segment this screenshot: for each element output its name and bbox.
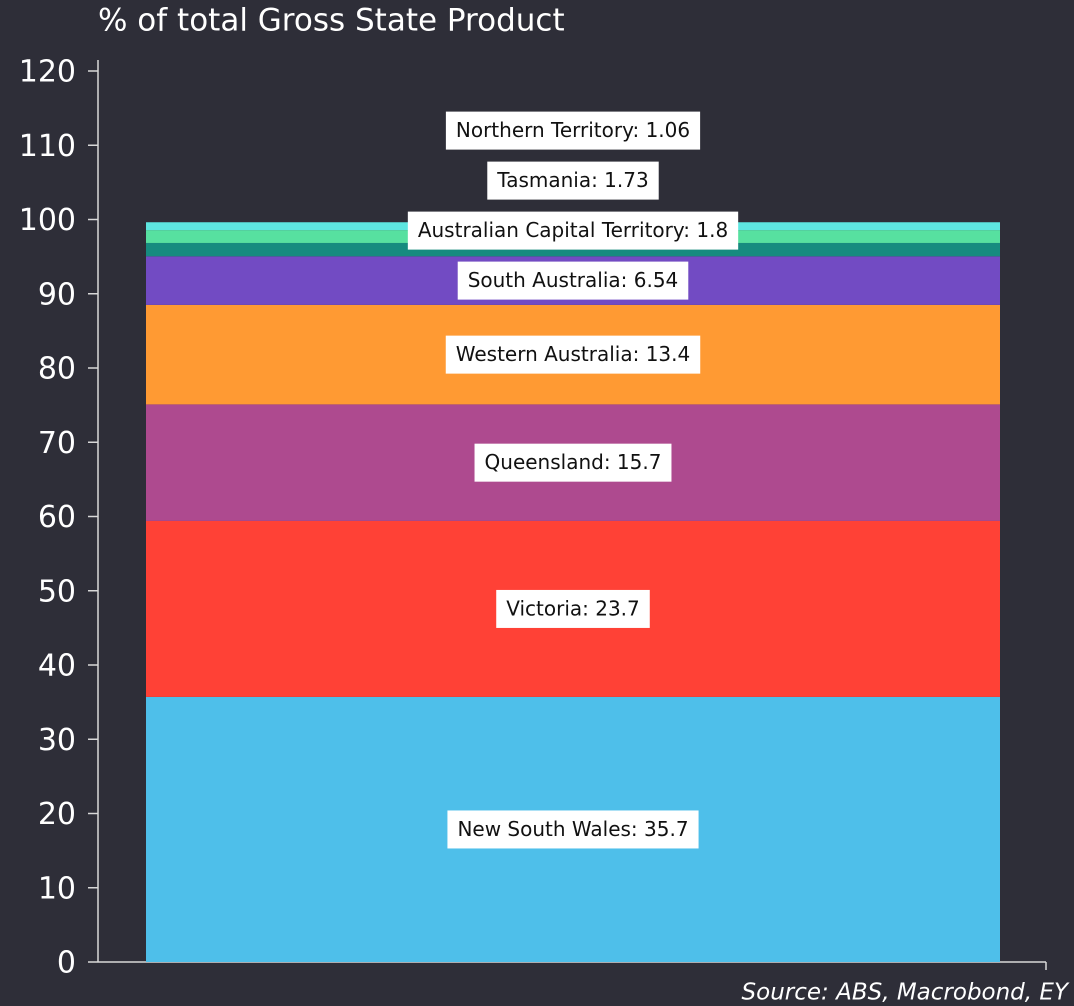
data-label: Victoria: 23.7 <box>506 596 640 620</box>
data-label: South Australia: 6.54 <box>468 268 679 292</box>
label-box <box>487 161 659 200</box>
y-tick-label: 90 <box>38 277 76 312</box>
y-tick-label: 70 <box>38 426 76 461</box>
segment-label: South Australia: 6.54 <box>457 261 689 300</box>
data-label: Australian Capital Territory: 1.8 <box>418 218 728 242</box>
y-tick-label: 60 <box>38 500 76 535</box>
y-tick-label: 20 <box>38 797 76 832</box>
y-tick-label: 0 <box>57 946 76 981</box>
y-tick-label: 40 <box>38 649 76 684</box>
y-tick-label: 110 <box>19 129 76 164</box>
label-box <box>445 111 701 150</box>
segment-label: Victoria: 23.7 <box>496 589 650 628</box>
data-label: Western Australia: 13.4 <box>456 342 690 366</box>
chart-title: % of total Gross State Product <box>98 3 565 39</box>
source-note: Source: ABS, Macrobond, EY <box>742 980 1070 1006</box>
y-tick-label: 30 <box>38 723 76 758</box>
label-box <box>457 261 689 300</box>
data-label: Northern Territory: 1.06 <box>456 118 690 142</box>
label-box <box>407 211 739 250</box>
data-label: New South Wales: 35.7 <box>457 817 688 841</box>
segment-label: Western Australia: 13.4 <box>445 335 701 374</box>
data-label: Queensland: 15.7 <box>485 450 662 474</box>
segment-label: New South Wales: 35.7 <box>447 810 699 849</box>
y-tick-label: 50 <box>38 574 76 609</box>
label-box <box>445 335 701 374</box>
segment-label: Queensland: 15.7 <box>474 443 672 482</box>
y-tick-label: 10 <box>38 871 76 906</box>
bar-segment <box>146 242 1000 257</box>
labels: New South Wales: 35.7 Victoria: 23.7 Queen… <box>407 111 739 849</box>
y-tick-label: 100 <box>19 203 76 238</box>
label-box <box>447 810 699 849</box>
label-box <box>474 443 672 482</box>
label-box <box>496 589 650 628</box>
data-label: Tasmania: 1.73 <box>496 168 648 192</box>
segment-label: Australian Capital Territory: 1.8 <box>407 211 739 250</box>
segment-label: Tasmania: 1.73 <box>487 161 659 200</box>
y-tick-label: 120 <box>19 55 76 90</box>
segment-label: Northern Territory: 1.06 <box>445 111 701 150</box>
y-tick-label: 80 <box>38 352 76 387</box>
